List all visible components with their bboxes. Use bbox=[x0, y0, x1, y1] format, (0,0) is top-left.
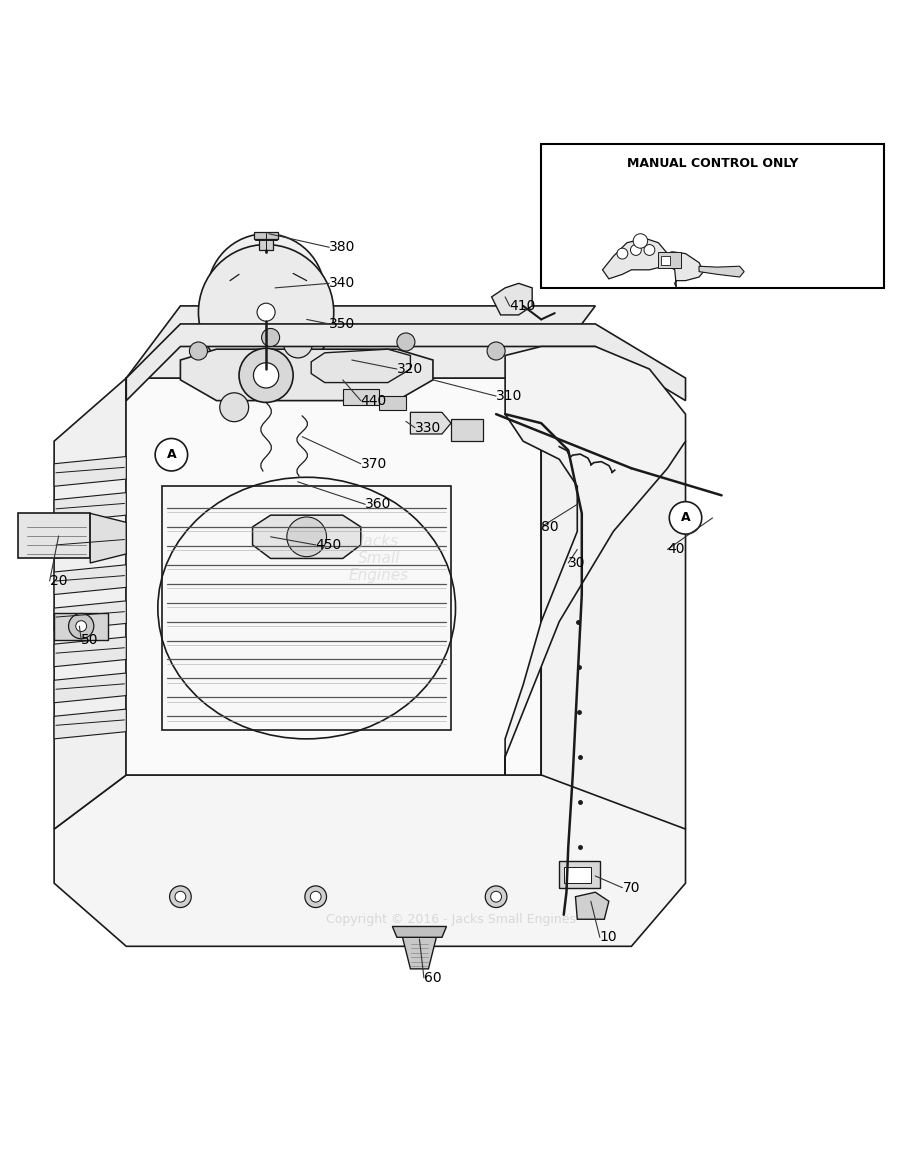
Text: Copyright © 2016 - Jacks Small Engines: Copyright © 2016 - Jacks Small Engines bbox=[326, 913, 576, 926]
Text: 320: 320 bbox=[397, 362, 423, 376]
Circle shape bbox=[283, 329, 312, 357]
Bar bbox=[658, 251, 681, 267]
Bar bbox=[343, 389, 379, 405]
Text: 60: 60 bbox=[424, 971, 442, 985]
Polygon shape bbox=[126, 378, 541, 775]
Text: 40: 40 bbox=[667, 542, 685, 557]
Polygon shape bbox=[54, 565, 126, 595]
Polygon shape bbox=[575, 892, 609, 919]
Text: 450: 450 bbox=[316, 538, 342, 552]
Text: 20: 20 bbox=[50, 574, 67, 588]
Polygon shape bbox=[254, 232, 278, 239]
Text: Jacks
Small
Engines: Jacks Small Engines bbox=[349, 534, 409, 583]
Polygon shape bbox=[410, 413, 451, 434]
Text: MANUAL CONTROL ONLY: MANUAL CONTROL ONLY bbox=[627, 157, 798, 169]
Circle shape bbox=[617, 248, 628, 259]
Text: 50: 50 bbox=[81, 633, 98, 647]
Circle shape bbox=[155, 438, 188, 470]
Text: 310: 310 bbox=[496, 389, 522, 404]
Polygon shape bbox=[54, 709, 126, 739]
Polygon shape bbox=[392, 927, 446, 937]
Circle shape bbox=[305, 886, 327, 907]
Polygon shape bbox=[90, 513, 126, 563]
Circle shape bbox=[239, 348, 293, 402]
Bar bbox=[451, 419, 483, 442]
Polygon shape bbox=[54, 601, 126, 631]
Circle shape bbox=[633, 234, 648, 248]
Circle shape bbox=[220, 393, 249, 422]
Text: 350: 350 bbox=[329, 317, 355, 331]
Polygon shape bbox=[18, 513, 90, 558]
Text: 380: 380 bbox=[329, 240, 355, 255]
Bar bbox=[564, 867, 591, 883]
Circle shape bbox=[485, 886, 507, 907]
Text: 440: 440 bbox=[361, 393, 387, 408]
Polygon shape bbox=[54, 378, 126, 829]
Circle shape bbox=[287, 517, 327, 557]
Polygon shape bbox=[54, 636, 126, 666]
Text: 30: 30 bbox=[568, 556, 585, 570]
Text: 410: 410 bbox=[510, 299, 536, 312]
Polygon shape bbox=[505, 347, 686, 775]
Circle shape bbox=[669, 502, 702, 534]
Circle shape bbox=[255, 281, 277, 303]
Polygon shape bbox=[259, 235, 273, 250]
Polygon shape bbox=[54, 529, 126, 558]
Polygon shape bbox=[253, 515, 361, 558]
Circle shape bbox=[253, 363, 279, 387]
Polygon shape bbox=[162, 487, 451, 730]
Circle shape bbox=[257, 303, 275, 322]
Circle shape bbox=[175, 891, 186, 902]
Text: A: A bbox=[167, 449, 176, 461]
Polygon shape bbox=[126, 324, 686, 400]
Polygon shape bbox=[541, 378, 686, 829]
Bar bbox=[379, 397, 406, 409]
Text: 360: 360 bbox=[365, 497, 391, 511]
Circle shape bbox=[487, 342, 505, 360]
Circle shape bbox=[76, 620, 87, 632]
Text: 80: 80 bbox=[541, 520, 559, 534]
Polygon shape bbox=[492, 284, 532, 315]
Circle shape bbox=[262, 329, 280, 347]
Circle shape bbox=[198, 244, 334, 379]
Text: A: A bbox=[681, 512, 690, 525]
Circle shape bbox=[207, 234, 325, 351]
Polygon shape bbox=[311, 349, 410, 383]
Polygon shape bbox=[54, 612, 108, 640]
FancyBboxPatch shape bbox=[541, 143, 884, 288]
Polygon shape bbox=[699, 266, 744, 277]
Polygon shape bbox=[180, 349, 433, 400]
Text: 10: 10 bbox=[600, 930, 618, 944]
Text: 370: 370 bbox=[361, 457, 387, 470]
Circle shape bbox=[630, 244, 641, 255]
Polygon shape bbox=[126, 306, 595, 378]
Polygon shape bbox=[54, 457, 126, 487]
Circle shape bbox=[189, 342, 207, 360]
Circle shape bbox=[491, 891, 502, 902]
Text: 70: 70 bbox=[622, 881, 640, 895]
Text: 330: 330 bbox=[415, 421, 441, 435]
Circle shape bbox=[644, 244, 655, 255]
Polygon shape bbox=[559, 860, 600, 888]
Polygon shape bbox=[54, 492, 126, 522]
Polygon shape bbox=[401, 933, 437, 969]
Circle shape bbox=[69, 613, 94, 639]
Polygon shape bbox=[54, 775, 686, 947]
Polygon shape bbox=[54, 673, 126, 703]
Bar bbox=[661, 256, 670, 265]
Circle shape bbox=[310, 891, 321, 902]
Circle shape bbox=[397, 333, 415, 351]
Text: 340: 340 bbox=[329, 277, 355, 291]
Polygon shape bbox=[603, 239, 704, 288]
Circle shape bbox=[170, 886, 191, 907]
